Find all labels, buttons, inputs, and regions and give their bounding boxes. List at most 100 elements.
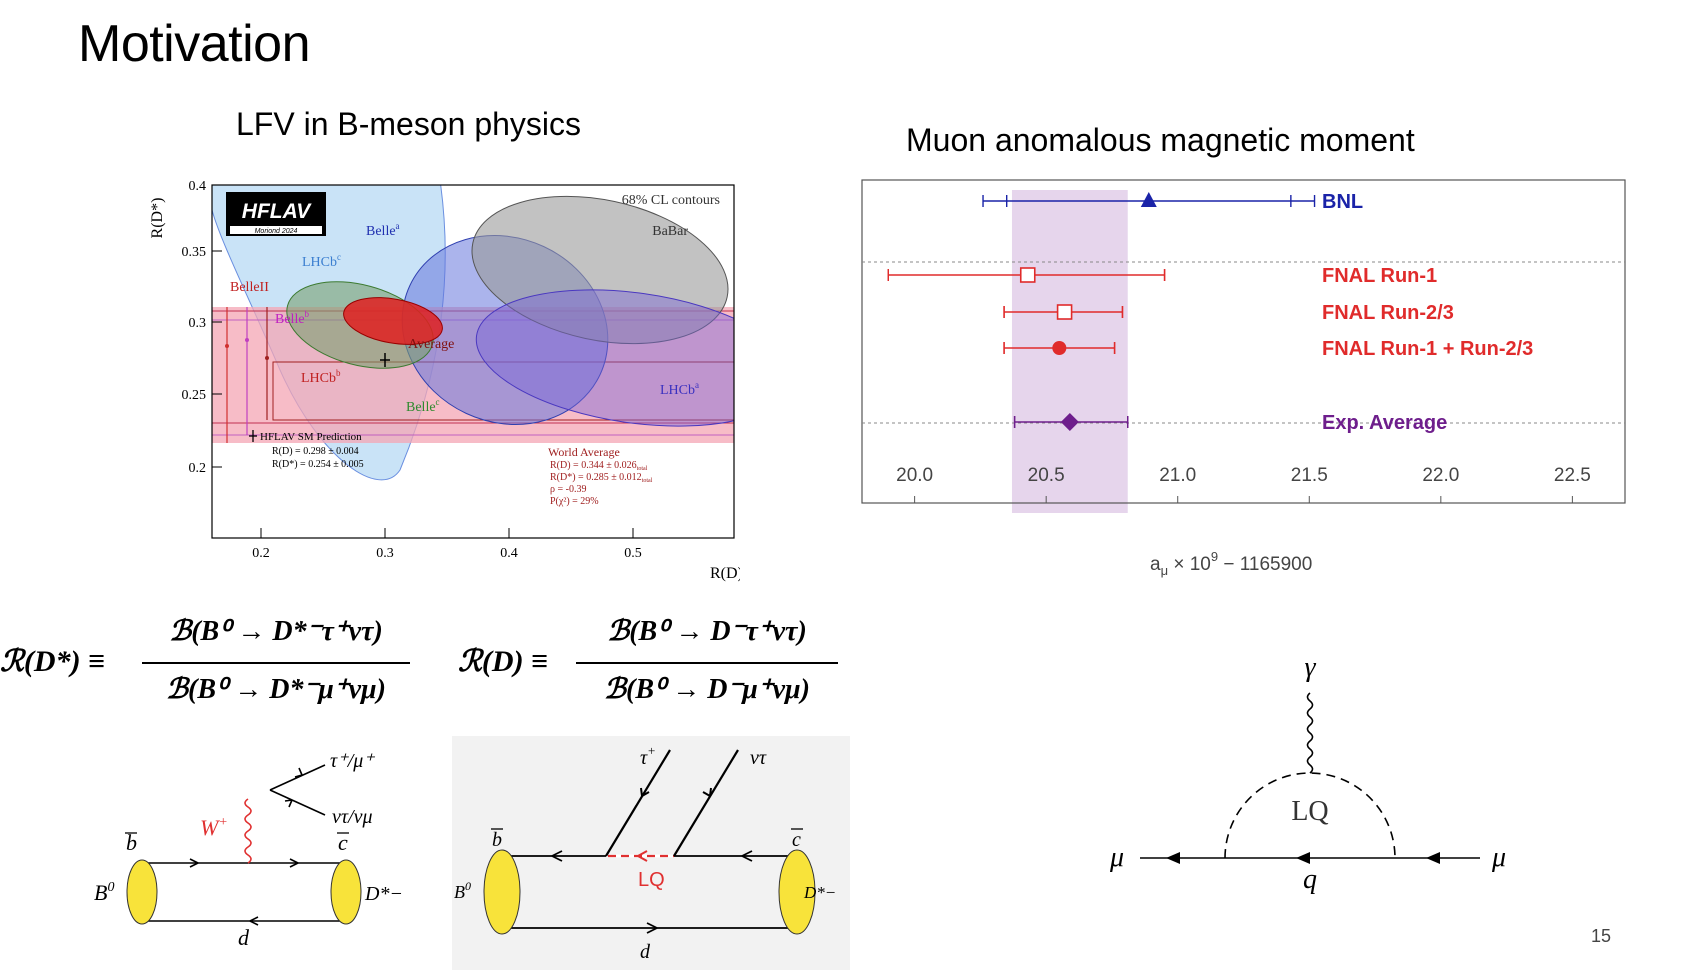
y-tick-3: 0.35	[182, 245, 207, 260]
sm-prediction-line1: R(D) = 0.298 ± 0.004	[272, 446, 359, 457]
w-boson-line	[244, 798, 252, 864]
x-tick-1: 0.3	[376, 546, 394, 561]
label-belle-a: Bellea	[366, 221, 400, 239]
label-mu-in: μ	[1109, 842, 1124, 873]
label-w: W+	[200, 815, 228, 840]
label-c: c	[338, 830, 348, 855]
x-tick-3: 0.5	[624, 546, 642, 561]
label-lhcb-a: LHCba	[660, 380, 699, 398]
label-mu-out: μ	[1491, 842, 1506, 873]
g2-point-3: FNAL Run-1 + Run-2/3	[1003, 338, 1533, 360]
lq-label-b0: B0	[454, 879, 471, 902]
rd-numerator: ℬ(B⁰ → D⁻τ⁺ντ)	[607, 616, 807, 647]
g2-series-label-3: FNAL Run-1 + Run-2/3	[1322, 338, 1533, 360]
label-nu: ντ/νμ	[332, 806, 373, 828]
g2-point-1: FNAL Run-1	[887, 265, 1437, 287]
hflav-logo-sub: Moriond 2024	[255, 228, 298, 235]
g2-x-tick-3: 21.5	[1291, 465, 1328, 486]
label-lhcb-b: LHCbb	[301, 368, 341, 386]
label-b: b	[126, 830, 137, 855]
label-belleII: BelleII	[230, 280, 269, 295]
average-ellipse	[343, 297, 443, 345]
x-tick-2: 0.4	[500, 546, 518, 561]
g2-frame	[861, 179, 1626, 504]
g2-series-label-2: FNAL Run-2/3	[1322, 302, 1454, 324]
sm-legend-marker	[249, 430, 257, 442]
g2-x-tick-5: 22.5	[1554, 465, 1591, 486]
x-axis-label: R(D)	[710, 565, 740, 582]
label-gamma: γ	[1304, 652, 1316, 683]
g2-point-0: BNL	[982, 191, 1363, 213]
g2-marker-0	[1140, 192, 1157, 207]
rd-fraction-bar	[576, 662, 838, 664]
world-average-line4: P(χ²) = 29%	[550, 496, 599, 507]
g2-x-tick-4: 22.0	[1422, 465, 1459, 486]
rdstar-denominator: ℬ(B⁰ → D*⁻μ⁺νμ)	[166, 674, 386, 705]
lhcb-big-ellipse	[475, 289, 734, 427]
g2-point-2: FNAL Run-2/3	[1003, 302, 1454, 324]
g2-marker-4	[1060, 413, 1079, 431]
sm-prediction-line2: R(D*) = 0.254 ± 0.005	[272, 459, 364, 470]
g2-x-tick-2: 21.0	[1159, 465, 1196, 486]
average-band	[1011, 190, 1128, 513]
lq-b0-blob	[483, 849, 521, 935]
y-tick-0: 0.2	[189, 461, 207, 476]
sm-feynman-diagram: b c d B0 D*− W+ τ⁺/μ⁺ ντ/νμ	[94, 750, 403, 950]
label-babar: BaBar	[652, 224, 688, 239]
g2-series-label-1: FNAL Run-1	[1322, 265, 1437, 287]
label-belle-c: Bellec	[406, 397, 440, 415]
right-heading: Muon anomalous magnetic moment	[906, 122, 1415, 158]
contours-note: 68% CL contours	[622, 193, 720, 208]
g2-loop-diagram: γ LQ μ μ q	[1109, 652, 1506, 895]
world-average-line2: R(D*) = 0.285 ± 0.012total	[550, 472, 653, 484]
babar-ellipse	[471, 195, 729, 345]
sm-prediction-title: HFLAV SM Prediction	[260, 431, 362, 443]
y-axis-label: R(D*)	[150, 198, 166, 239]
dstar-blob	[330, 859, 362, 925]
photon-line	[1306, 692, 1314, 774]
label-q: q	[1303, 864, 1317, 895]
x-tick-0: 0.2	[252, 546, 270, 561]
lq-label-lq: LQ	[638, 869, 665, 891]
rd-lhs: ℛ(D) ≡	[458, 645, 549, 678]
y-tick-2: 0.3	[189, 316, 207, 331]
label-belle-b: Belleb	[275, 309, 310, 327]
slide-title: Motivation	[78, 15, 311, 73]
label-d: d	[238, 925, 250, 950]
rdstar-formula: ℛ(D*) ≡ ℬ(B⁰ → D*⁻τ⁺ντ) ℬ(B⁰ → D*⁻μ⁺νμ)	[0, 610, 420, 720]
left-heading: LFV in B-meson physics	[236, 106, 582, 142]
label-dstar: D*−	[364, 883, 403, 905]
g2-marker-1	[1019, 267, 1036, 283]
label-tau: τ⁺/μ⁺	[330, 750, 375, 772]
g2-x-tick-1: 20.5	[1028, 465, 1065, 486]
lq-label-c: c	[792, 829, 801, 851]
world-average-title: World Average	[548, 445, 620, 459]
sm-prediction-point	[380, 353, 390, 367]
lq-feynman-diagram: LQ b c d B0 D*− τ+ ντ	[452, 736, 850, 970]
rdstar-fraction-bar	[142, 662, 410, 664]
lq-label-b: b	[492, 829, 502, 851]
g2-x-axis-label: aμ × 109 − 1165900	[1150, 549, 1312, 578]
label-lhcb-c: LHCbc	[302, 252, 341, 270]
b0-blob	[126, 859, 158, 925]
g2-chart: 20.0 20.5 21.0 21.5 22.0 22.5 BNL FNAL Run-1 FN…	[861, 179, 1626, 578]
hflav-logo-text: HFLAV	[242, 200, 312, 223]
world-average-line3: ρ = -0.39	[550, 484, 586, 495]
rdstar-lhs: ℛ(D*) ≡	[0, 645, 106, 678]
lq-dstar-blob	[778, 849, 816, 935]
lq-label-dstar: D*−	[803, 883, 836, 902]
lq-label-nu: ντ	[750, 747, 767, 769]
lq-label-d: d	[640, 941, 651, 963]
hflav-plot: 0.2 0.3 0.4 0.5 0.2 0.25 0.3 0.35 0.4 R(…	[150, 179, 740, 582]
g2-x-tick-0: 20.0	[896, 465, 933, 486]
rdstar-numerator: ℬ(B⁰ → D*⁻τ⁺ντ)	[169, 616, 383, 647]
g2-marker-2	[1056, 304, 1073, 320]
g2-series-label-0: BNL	[1322, 191, 1363, 213]
label-loop-lq: LQ	[1291, 796, 1328, 827]
page-number: 15	[1591, 926, 1612, 946]
lq-loop-arc	[1224, 772, 1396, 859]
world-average-line1: R(D) = 0.344 ± 0.026total	[550, 460, 648, 472]
y-tick-4: 0.4	[189, 179, 207, 194]
rd-formula: ℛ(D) ≡ ℬ(B⁰ → D⁻τ⁺ντ) ℬ(B⁰ → D⁻μ⁺νμ)	[458, 610, 858, 720]
y-tick-1: 0.25	[182, 388, 207, 403]
